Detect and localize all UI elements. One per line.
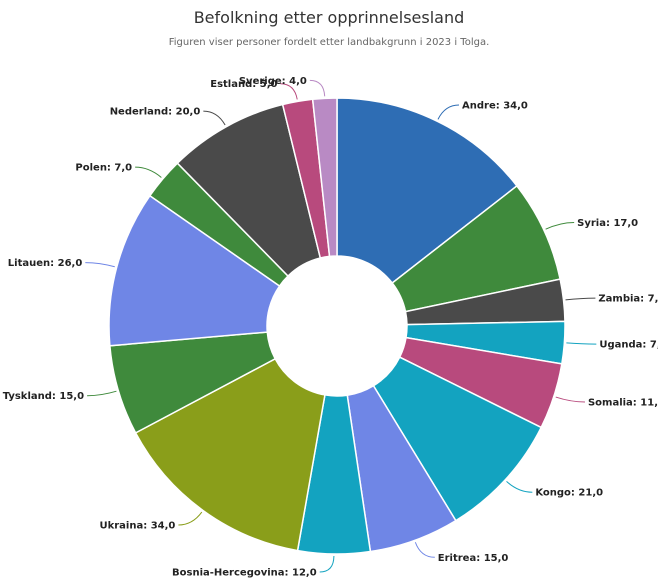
data-label-polen: Polen: 7,0 (75, 163, 132, 174)
slice-andre[interactable] (336, 97, 518, 285)
connector-andre (437, 104, 460, 120)
data-label-ukraina: Ukraina: 34,0 (99, 521, 175, 532)
connector-kongo (506, 481, 533, 493)
connector-zambia (565, 297, 596, 301)
data-label-sverige: Sverige: 4,0 (239, 76, 307, 87)
slice-litauen[interactable] (108, 194, 281, 347)
data-label-bosnia-hercegovina: Bosnia-Hercegovina: 12,0 (172, 567, 317, 578)
data-label-eritrea: Eritrea: 15,0 (438, 553, 509, 564)
data-label-litauen: Litauen: 26,0 (8, 258, 83, 269)
connector-bosnia-hercegovina (319, 555, 335, 573)
connector-estland (280, 83, 298, 100)
connector-ukraina (178, 511, 203, 526)
data-label-uganda: Uganda: 7,0 (599, 340, 658, 351)
data-label-zambia: Zambia: 7,0 (598, 294, 658, 305)
connector-tyskland (87, 390, 117, 397)
chart-title: Befolkning etter opprinnelsesland (193, 8, 465, 27)
data-label-nederland: Nederland: 20,0 (110, 107, 201, 118)
slice-kongo[interactable] (372, 356, 543, 522)
data-label-tyskland: Tyskland: 15,0 (3, 391, 84, 402)
data-label-estland: Estland: 5,0 (210, 79, 277, 90)
connector-syria (545, 221, 575, 230)
data-label-syria: Syria: 17,0 (577, 218, 638, 229)
data-label-somalia: Somalia: 11,0 (588, 398, 658, 409)
connector-nederland (203, 110, 226, 126)
connector-eritrea (414, 542, 435, 558)
data-label-kongo: Kongo: 21,0 (535, 488, 603, 499)
data-label-andre: Andre: 34,0 (462, 100, 528, 111)
connector-uganda (566, 342, 597, 345)
connector-sverige (309, 79, 326, 97)
slice-sverige[interactable] (311, 97, 338, 258)
chart-subtitle: Figuren viser personer fordelt etter lan… (168, 37, 490, 48)
connector-litauen (85, 262, 115, 268)
connector-somalia (555, 396, 585, 403)
connector-polen (135, 166, 162, 178)
slice-ukraina[interactable] (134, 357, 326, 552)
